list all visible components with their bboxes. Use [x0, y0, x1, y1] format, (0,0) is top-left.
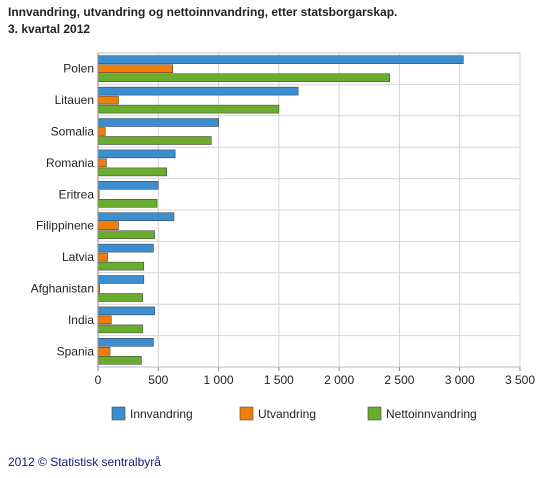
bar-nettoinnvandring-polen [97, 73, 391, 82]
legend-label-utvandring: Utvandring [258, 407, 316, 421]
y-category-label: Spania [57, 344, 95, 358]
bar-utvandring-latvia [97, 252, 108, 262]
x-tick-label: 2 500 [384, 373, 414, 387]
legend-swatch-utvandring [239, 406, 254, 421]
x-tick-label: 1 500 [264, 373, 294, 387]
bar-nettoinnvandring-romania [97, 167, 167, 177]
bar-innvandring-afghanistan [97, 275, 145, 284]
bar-nettoinnvandring-litauen [97, 104, 280, 114]
bar-nettoinnvandring-india [97, 324, 143, 334]
copyright-footer: 2012 © Statistisk sentralbyrå [8, 455, 161, 469]
bar-innvandring-india [97, 306, 155, 316]
bar-nettoinnvandring-spania [97, 356, 142, 365]
y-category-label: Eritrea [59, 187, 95, 201]
bar-utvandring-polen [97, 64, 174, 73]
bar-innvandring-romania [97, 149, 176, 159]
legend-label-nettoinnvandring: Nettoinnvandring [386, 407, 477, 421]
chart-subtitle: 3. kvartal 2012 [8, 22, 91, 36]
bar-utvandring-romania [97, 158, 107, 168]
y-category-label: Polen [63, 62, 94, 76]
bar-utvandring-india [97, 315, 112, 325]
bar-utvandring-filippinene [97, 221, 119, 230]
bar-nettoinnvandring-filippinene [97, 230, 155, 239]
bar-nettoinnvandring-somalia [97, 136, 212, 145]
bar-innvandring-polen [97, 55, 464, 64]
bar-utvandring-spania [97, 347, 111, 356]
x-tick-label: 500 [148, 373, 168, 387]
x-tick-label: 3 500 [505, 373, 535, 387]
bar-innvandring-eritrea [97, 181, 159, 190]
y-category-label: Somalia [51, 125, 95, 139]
y-category-label: India [68, 313, 94, 327]
y-category-label: Romania [46, 156, 94, 170]
x-tick-label: 1 000 [204, 373, 234, 387]
y-category-label: Litauen [55, 93, 94, 107]
y-category-label: Afghanistan [31, 282, 94, 296]
chart-title-line1: Innvandring, utvandring og nettoinnvandr… [8, 5, 398, 19]
bar-utvandring-somalia [97, 127, 106, 136]
bar-innvandring-litauen [97, 86, 299, 96]
bar-innvandring-somalia [97, 118, 219, 127]
bar-nettoinnvandring-eritrea [97, 199, 158, 208]
bar-nettoinnvandring-latvia [97, 261, 145, 271]
chart-title: Innvandring, utvandring og nettoinnvandr… [8, 4, 543, 38]
legend-swatch-innvandring [111, 406, 126, 421]
x-tick-label: 2 000 [324, 373, 354, 387]
bar-utvandring-litauen [97, 95, 119, 105]
legend-label-innvandring: Innvandring [130, 407, 193, 421]
x-tick-label: 0 [95, 373, 102, 387]
legend-swatch-nettoinnvandring [367, 406, 382, 421]
y-category-label: Latvia [62, 250, 94, 264]
x-tick-label: 3 000 [445, 373, 475, 387]
bar-innvandring-latvia [97, 243, 154, 253]
bar-innvandring-filippinene [97, 212, 175, 221]
y-category-label: Filippinene [36, 219, 94, 233]
bar-innvandring-spania [97, 338, 154, 347]
bar-nettoinnvandring-afghanistan [97, 293, 143, 302]
